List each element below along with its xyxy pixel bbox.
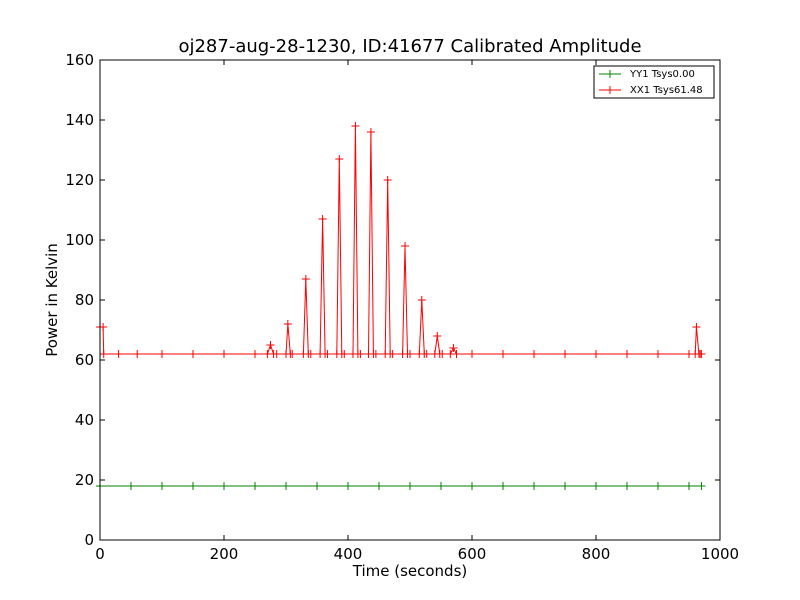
data-point bbox=[282, 482, 290, 490]
data-point bbox=[220, 350, 228, 358]
series-1 bbox=[96, 122, 706, 358]
x-tick-label: 1000 bbox=[701, 545, 739, 563]
legend: YY1 Tsys0.00 XX1 Tsys61.48 bbox=[593, 65, 715, 99]
y-tick-label: 60 bbox=[75, 351, 94, 369]
data-point bbox=[158, 482, 166, 490]
x-axis-label: Time (seconds) bbox=[352, 562, 468, 580]
data-point bbox=[468, 350, 476, 358]
plot-area bbox=[100, 60, 720, 540]
data-point bbox=[288, 350, 297, 358]
data-point bbox=[438, 350, 447, 358]
legend-label-yy1: YY1 Tsys0.00 bbox=[629, 69, 695, 80]
data-point bbox=[654, 482, 662, 490]
data-point bbox=[452, 350, 461, 358]
data-point bbox=[371, 350, 380, 358]
data-point bbox=[499, 350, 507, 358]
data-point bbox=[366, 128, 375, 136]
data-point bbox=[251, 482, 259, 490]
data-point bbox=[220, 482, 228, 490]
x-tick-label: 600 bbox=[458, 545, 487, 563]
data-point bbox=[654, 350, 662, 358]
y-tick-label: 160 bbox=[65, 51, 94, 69]
x-tick-label: 200 bbox=[210, 545, 239, 563]
data-point bbox=[685, 482, 693, 490]
data-point bbox=[306, 350, 315, 358]
data-point bbox=[468, 482, 476, 490]
chart-title: oj287-aug-28-1230, ID:41677 Calibrated A… bbox=[178, 36, 641, 57]
x-tick-label: 400 bbox=[334, 545, 363, 563]
data-point bbox=[383, 176, 392, 184]
series-0 bbox=[96, 482, 706, 490]
data-point bbox=[592, 482, 600, 490]
data-point bbox=[301, 275, 310, 283]
y-tick-label: 0 bbox=[84, 531, 94, 549]
data-point bbox=[335, 155, 344, 163]
data-point bbox=[433, 332, 442, 340]
data-point bbox=[266, 341, 275, 349]
data-point bbox=[437, 482, 445, 490]
data-point bbox=[697, 482, 706, 490]
data-point bbox=[388, 350, 397, 358]
y-tick-label: 40 bbox=[75, 411, 94, 429]
y-tick-label: 20 bbox=[75, 471, 94, 489]
tick-layer: 0 200 400 600 800 1000 0 20 40 60 80 100 120 140 160 bbox=[65, 51, 739, 563]
data-point bbox=[592, 350, 600, 358]
legend-label-xx1: XX1 Tsys61.48 bbox=[630, 85, 703, 96]
data-point bbox=[133, 350, 142, 358]
data-point bbox=[375, 482, 383, 490]
data-point bbox=[99, 350, 108, 358]
data-point bbox=[623, 482, 631, 490]
legend-box bbox=[593, 65, 715, 99]
data-point bbox=[340, 350, 349, 358]
series-layer bbox=[96, 122, 706, 490]
legend-marker-yy1 bbox=[606, 70, 614, 78]
data-point bbox=[530, 350, 538, 358]
data-point bbox=[623, 350, 631, 358]
data-point bbox=[158, 350, 166, 358]
data-point bbox=[406, 482, 414, 490]
data-point bbox=[127, 482, 135, 490]
data-point bbox=[313, 482, 321, 490]
data-point bbox=[417, 296, 426, 304]
data-point bbox=[401, 242, 410, 250]
data-point bbox=[697, 350, 706, 358]
data-point bbox=[561, 350, 569, 358]
legend-marker-xx1 bbox=[606, 86, 614, 94]
data-point bbox=[114, 350, 123, 358]
y-tick-label: 140 bbox=[65, 111, 94, 129]
y-tick-label: 80 bbox=[75, 291, 94, 309]
data-point bbox=[351, 122, 360, 130]
data-point bbox=[449, 344, 458, 352]
x-tick-label: 0 bbox=[95, 545, 105, 563]
data-point bbox=[356, 350, 365, 358]
data-point bbox=[561, 482, 569, 490]
x-tick-label: 800 bbox=[582, 545, 611, 563]
y-tick-label: 100 bbox=[65, 231, 94, 249]
data-point bbox=[189, 350, 197, 358]
data-point bbox=[272, 350, 281, 358]
data-point bbox=[692, 323, 701, 331]
data-point bbox=[530, 482, 538, 490]
data-point bbox=[251, 350, 259, 358]
data-point bbox=[323, 350, 332, 358]
data-point bbox=[344, 482, 352, 490]
data-point bbox=[406, 350, 414, 358]
y-tick-label: 120 bbox=[65, 171, 94, 189]
data-point bbox=[189, 482, 197, 490]
data-point bbox=[318, 215, 327, 223]
data-point bbox=[283, 320, 292, 328]
y-axis-label: Power in Kelvin bbox=[43, 243, 61, 357]
data-point bbox=[422, 350, 431, 358]
data-point bbox=[499, 482, 507, 490]
